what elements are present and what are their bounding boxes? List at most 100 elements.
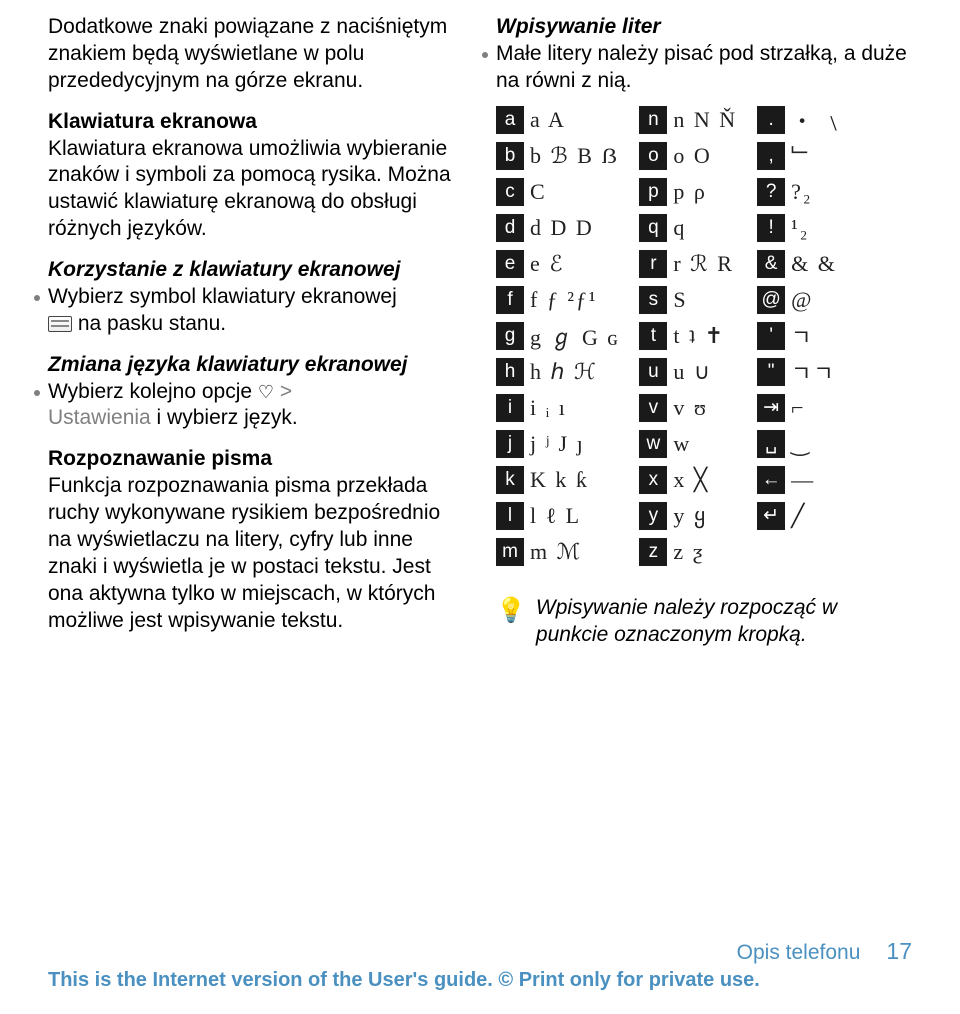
glyph-row: ii ᵢ ı: [496, 391, 619, 425]
glyph-row: aa A: [496, 103, 619, 137]
glyph-sample: —: [791, 467, 815, 493]
glyph-row: dd D D: [496, 211, 619, 245]
glyph-sample: f ƒ ²ƒ¹: [530, 287, 598, 313]
glyph-sample: ╱: [791, 503, 806, 529]
glyph-row: hh ℎ ℋ: [496, 355, 619, 389]
lang-title: Zmiana języka klawiatury ekranowej: [48, 352, 464, 379]
glyph-key: c: [496, 178, 524, 206]
glyph-sample: i ᵢ ı: [530, 395, 567, 421]
glyph-sample: n N Ň: [673, 107, 737, 133]
glyph-row: ff ƒ ²ƒ¹: [496, 283, 619, 317]
lang-settings: Ustawienia: [48, 406, 151, 429]
glyph-key: a: [496, 106, 524, 134]
handwriting-section: Rozpoznawanie pisma Funkcja rozpoznawani…: [48, 446, 464, 634]
use-keyboard-bullet: Wybierz symbol klawiatury ekranowej na p…: [48, 284, 464, 338]
glyph-key: !: [757, 214, 785, 242]
glyph-sample: l ℓ L: [530, 503, 581, 529]
glyph-row: cC: [496, 175, 619, 209]
bullet-icon: [34, 295, 40, 301]
glyph-sample: u ∪: [673, 359, 712, 385]
lang-text-a: Wybierz kolejno opcje: [48, 380, 258, 403]
glyph-key: n: [639, 106, 667, 134]
glyph-sample: z ƺ: [673, 539, 704, 565]
use-keyboard-title: Korzystanie z klawiatury ekranowej: [48, 257, 464, 284]
glyph-sample: ¹₂: [791, 215, 809, 241]
glyph-col-2: nn N Ňoo Opp ρqqrr ℛ RsStt ʇ ✝uu ∪vv ʊww…: [639, 103, 737, 569]
glyph-row: 'ㄱ: [757, 319, 847, 353]
glyph-row: && &: [757, 247, 847, 281]
glyph-row: ←—: [757, 463, 847, 497]
glyph-sample: x ╳: [673, 467, 709, 493]
glyph-sample: ?₂: [791, 179, 812, 205]
right-title: Wpisywanie liter: [496, 14, 912, 41]
glyph-key: ': [757, 322, 785, 350]
glyph-row: gg ℊ G ɢ: [496, 319, 619, 353]
glyph-key: ?: [757, 178, 785, 206]
glyph-row: @@: [757, 283, 847, 317]
glyph-row: uu ∪: [639, 355, 737, 389]
glyph-row: mm ℳ: [496, 535, 619, 569]
glyph-row: qq: [639, 211, 737, 245]
glyph-sample: ‿: [791, 431, 811, 457]
glyph-row: kK k ƙ: [496, 463, 619, 497]
glyph-sample: S: [673, 287, 687, 313]
glyph-row: ,﹂: [757, 139, 847, 173]
glyph-sample: v ʊ: [673, 395, 708, 421]
glyph-key: z: [639, 538, 667, 566]
glyph-sample: ㄱㄱ: [791, 356, 835, 388]
glyph-key: b: [496, 142, 524, 170]
use-keyboard-section: Korzystanie z klawiatury ekranowej Wybie…: [48, 257, 464, 338]
glyph-key: ↵: [757, 502, 785, 530]
footer-chapter: Opis telefonu: [737, 941, 861, 965]
glyph-row: ??₂: [757, 175, 847, 209]
glyph-row: sS: [639, 283, 737, 317]
keyboard-section: Klawiatura ekranowa Klawiatura ekranowa …: [48, 109, 464, 243]
heart-icon: ♡: [258, 381, 274, 401]
handwriting-title: Rozpoznawanie pisma: [48, 447, 272, 470]
glyph-row: .・ ﹨: [757, 103, 847, 137]
keyboard-title: Klawiatura ekranowa: [48, 110, 257, 133]
glyph-sample: w: [673, 431, 691, 457]
glyph-row: "ㄱㄱ: [757, 355, 847, 389]
glyph-key: .: [757, 106, 785, 134]
glyph-row: vv ʊ: [639, 391, 737, 425]
glyph-key: s: [639, 286, 667, 314]
glyph-row: pp ρ: [639, 175, 737, 209]
bullet-icon: [34, 390, 40, 396]
handwriting-body: Funkcja rozpoznawania pisma przekłada ru…: [48, 474, 440, 631]
lightbulb-icon: 💡: [496, 599, 526, 623]
glyph-key: q: [639, 214, 667, 242]
glyph-row: ee ℰ: [496, 247, 619, 281]
glyph-table: aa Abb ℬ B ẞcCdd D Dee ℰff ƒ ²ƒ¹gg ℊ G ɢ…: [496, 103, 912, 569]
glyph-key: ": [757, 358, 785, 386]
glyph-sample: b ℬ B ẞ: [530, 143, 619, 169]
use-keyboard-text-a: Wybierz symbol klawiatury ekranowej: [48, 285, 397, 308]
glyph-key: x: [639, 466, 667, 494]
left-column: Dodatkowe znaki powiązane z naciśniętym …: [48, 14, 464, 648]
glyph-key: ←: [757, 466, 785, 494]
glyph-sample: h ℎ ℋ: [530, 359, 598, 385]
glyph-sample: C: [530, 179, 547, 205]
glyph-key: e: [496, 250, 524, 278]
glyph-key: o: [639, 142, 667, 170]
glyph-sample: q: [673, 215, 686, 241]
right-bullet-text: Małe litery należy pisać pod strzałką, a…: [496, 41, 912, 95]
glyph-key: r: [639, 250, 667, 278]
glyph-col-3: .・ ﹨,﹂??₂!¹₂&& &@@'ㄱ"ㄱㄱ⇥⌐␣‿←—↵╱: [757, 103, 847, 569]
glyph-sample: ・ ﹨: [791, 104, 847, 136]
glyph-sample: a A: [530, 107, 566, 133]
glyph-sample: t ʇ ✝: [673, 323, 725, 349]
glyph-sample: @: [791, 287, 813, 313]
glyph-row: zz ƺ: [639, 535, 737, 569]
intro-paragraph: Dodatkowe znaki powiązane z naciśniętym …: [48, 14, 464, 95]
glyph-key: g: [496, 322, 524, 350]
page-footer: Opis telefonu 17 This is the Internet ve…: [48, 938, 912, 992]
glyph-key: ␣: [757, 430, 785, 458]
glyph-row: bb ℬ B ẞ: [496, 139, 619, 173]
glyph-sample: e ℰ: [530, 251, 565, 277]
glyph-row: nn N Ň: [639, 103, 737, 137]
glyph-key: @: [757, 286, 785, 314]
glyph-row: ll ℓ L: [496, 499, 619, 533]
glyph-key: f: [496, 286, 524, 314]
glyph-sample: r ℛ R: [673, 251, 734, 277]
